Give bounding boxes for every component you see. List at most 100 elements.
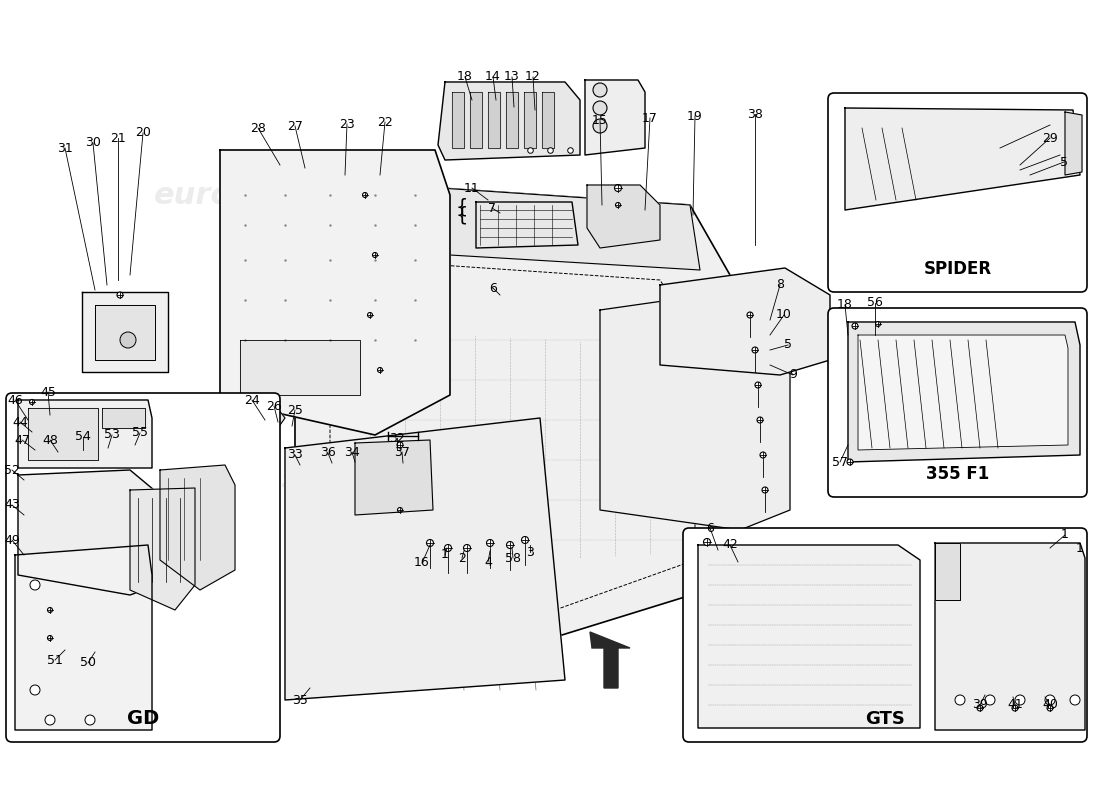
Circle shape <box>762 487 768 493</box>
Circle shape <box>521 537 528 543</box>
Polygon shape <box>18 470 200 595</box>
Text: 53: 53 <box>104 429 120 442</box>
Circle shape <box>593 119 607 133</box>
Text: 45: 45 <box>40 386 56 398</box>
FancyBboxPatch shape <box>6 393 280 742</box>
Polygon shape <box>160 465 235 590</box>
Text: 3: 3 <box>526 546 534 558</box>
Polygon shape <box>590 632 630 688</box>
Text: 20: 20 <box>135 126 151 139</box>
Text: 17: 17 <box>642 111 658 125</box>
Text: 54: 54 <box>75 430 91 443</box>
Polygon shape <box>285 418 565 700</box>
Text: 6: 6 <box>490 282 497 294</box>
Circle shape <box>85 715 95 725</box>
Text: 14: 14 <box>485 70 501 83</box>
Text: 55: 55 <box>132 426 148 439</box>
Polygon shape <box>524 92 536 148</box>
Circle shape <box>377 367 383 373</box>
Text: 16: 16 <box>414 557 430 570</box>
Text: 5: 5 <box>1060 155 1068 169</box>
Polygon shape <box>355 440 433 515</box>
Text: 23: 23 <box>339 118 355 130</box>
Circle shape <box>1070 695 1080 705</box>
Text: 28: 28 <box>250 122 266 134</box>
Circle shape <box>117 292 123 298</box>
FancyBboxPatch shape <box>683 528 1087 742</box>
Text: 41: 41 <box>1008 698 1023 711</box>
Polygon shape <box>130 488 195 610</box>
Polygon shape <box>845 108 1080 210</box>
Text: 57: 57 <box>832 455 848 469</box>
Polygon shape <box>440 188 700 270</box>
Circle shape <box>1047 705 1053 711</box>
Text: 33: 33 <box>287 449 303 462</box>
Text: 32: 32 <box>389 431 405 445</box>
Circle shape <box>984 695 996 705</box>
Circle shape <box>263 422 267 427</box>
Circle shape <box>1015 695 1025 705</box>
Text: 1: 1 <box>441 549 449 562</box>
Text: 49: 49 <box>4 534 20 546</box>
Text: 18: 18 <box>837 298 852 311</box>
Polygon shape <box>698 545 920 728</box>
Circle shape <box>593 83 607 97</box>
Polygon shape <box>470 92 482 148</box>
Circle shape <box>876 322 880 326</box>
Polygon shape <box>240 340 360 395</box>
Text: 42: 42 <box>722 538 738 551</box>
Text: eurospares: eurospares <box>484 281 676 310</box>
Circle shape <box>444 545 451 551</box>
Text: eurospares: eurospares <box>524 546 716 574</box>
Text: 10: 10 <box>777 309 792 322</box>
Polygon shape <box>587 185 660 248</box>
Circle shape <box>755 382 761 388</box>
Polygon shape <box>506 92 518 148</box>
Circle shape <box>367 313 373 318</box>
Text: 43: 43 <box>4 498 20 511</box>
Polygon shape <box>848 322 1080 462</box>
Text: 9: 9 <box>789 369 796 382</box>
Polygon shape <box>28 408 98 460</box>
Text: SPIDER: SPIDER <box>923 260 991 278</box>
Polygon shape <box>542 92 554 148</box>
Text: 22: 22 <box>377 115 393 129</box>
Text: {: { <box>455 198 468 217</box>
Circle shape <box>847 459 852 465</box>
Polygon shape <box>220 150 450 435</box>
Polygon shape <box>250 405 285 432</box>
Circle shape <box>427 539 433 546</box>
Polygon shape <box>476 202 578 248</box>
Text: 58: 58 <box>505 551 521 565</box>
Polygon shape <box>452 92 464 148</box>
Text: 30: 30 <box>85 137 101 150</box>
Text: 36: 36 <box>320 446 336 459</box>
Text: 13: 13 <box>504 70 520 83</box>
Circle shape <box>977 705 983 711</box>
Circle shape <box>30 399 34 405</box>
Circle shape <box>30 580 40 590</box>
Text: 34: 34 <box>344 446 360 458</box>
Polygon shape <box>102 408 145 428</box>
Text: eurospares: eurospares <box>204 466 396 494</box>
Text: 8: 8 <box>776 278 784 291</box>
Text: 6: 6 <box>706 522 714 534</box>
FancyBboxPatch shape <box>828 93 1087 292</box>
Circle shape <box>47 635 53 641</box>
Polygon shape <box>295 188 730 635</box>
Text: 21: 21 <box>110 131 125 145</box>
Circle shape <box>615 185 622 191</box>
Polygon shape <box>1065 112 1082 175</box>
Text: 12: 12 <box>525 70 541 83</box>
Text: eurospares: eurospares <box>154 181 346 210</box>
Text: 47: 47 <box>14 434 30 446</box>
Polygon shape <box>660 268 830 375</box>
Circle shape <box>752 347 758 353</box>
Text: 50: 50 <box>80 657 96 670</box>
Circle shape <box>616 202 620 207</box>
Text: 46: 46 <box>7 394 23 406</box>
Text: 1: 1 <box>1062 529 1069 542</box>
Circle shape <box>397 507 403 513</box>
Text: GTS: GTS <box>865 710 905 728</box>
Text: 18: 18 <box>458 70 473 83</box>
